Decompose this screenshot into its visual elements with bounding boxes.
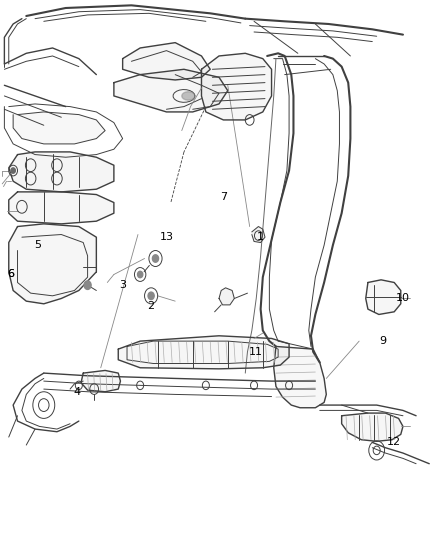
Text: 11: 11: [249, 347, 263, 357]
Text: 13: 13: [159, 232, 173, 242]
Text: 2: 2: [148, 302, 155, 311]
Text: 9: 9: [380, 336, 387, 346]
Text: 5: 5: [34, 240, 41, 250]
Polygon shape: [182, 92, 195, 100]
Text: 4: 4: [73, 387, 80, 397]
Text: 1: 1: [257, 232, 264, 242]
Polygon shape: [114, 69, 228, 112]
Polygon shape: [81, 370, 120, 392]
Circle shape: [138, 271, 143, 278]
Circle shape: [148, 292, 154, 300]
Polygon shape: [9, 192, 114, 224]
Text: 7: 7: [220, 192, 227, 202]
Polygon shape: [274, 346, 326, 408]
Polygon shape: [13, 112, 105, 144]
Polygon shape: [9, 224, 96, 304]
Text: 3: 3: [119, 280, 126, 290]
Text: 12: 12: [387, 438, 401, 447]
Circle shape: [152, 255, 159, 262]
Polygon shape: [201, 53, 272, 120]
Text: 10: 10: [396, 294, 410, 303]
Polygon shape: [342, 413, 403, 441]
Polygon shape: [219, 288, 234, 305]
Polygon shape: [9, 152, 114, 192]
Polygon shape: [252, 227, 265, 243]
Polygon shape: [123, 43, 210, 80]
Polygon shape: [366, 280, 401, 314]
Circle shape: [84, 281, 91, 289]
Polygon shape: [118, 336, 289, 369]
Circle shape: [11, 168, 15, 173]
Text: 6: 6: [7, 270, 14, 279]
Text: 6: 6: [7, 270, 14, 279]
